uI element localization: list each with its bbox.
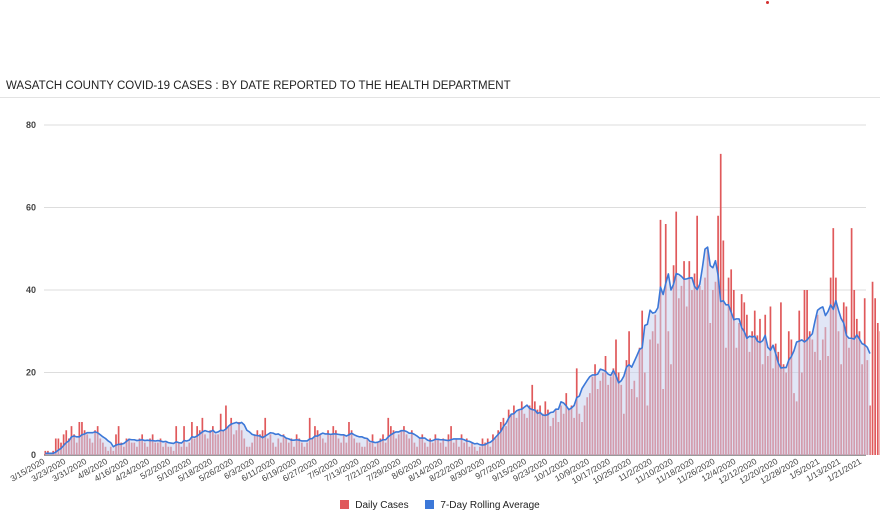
y-tick-label: 0: [31, 450, 36, 460]
x-axis-ticks: 3/15/20203/23/20203/31/20204/8/20204/16/…: [9, 456, 864, 486]
rolling-average-area: [45, 246, 871, 455]
y-axis-ticks: 0 20 40 60 80: [26, 120, 36, 460]
y-tick-label: 40: [26, 285, 36, 295]
chart-title: WASATCH COUNTY COVID-19 CASES : BY DATE …: [6, 80, 511, 92]
bar-daily-cases: [44, 450, 47, 455]
accent-dot: [766, 1, 769, 4]
legend-item-rolling: 7-Day Rolling Average: [425, 500, 540, 511]
legend-swatch-daily: [340, 500, 350, 509]
y-tick-label: 80: [26, 120, 36, 130]
rolling-average-line: [45, 246, 871, 455]
rolling-average-fill: [45, 247, 870, 455]
title-divider: [0, 97, 880, 98]
bar-daily-cases: [871, 281, 874, 455]
bar-daily-cases: [175, 426, 178, 455]
bar-daily-cases: [117, 426, 120, 455]
legend-label-daily: Daily Cases: [355, 500, 409, 511]
bar-daily-cases: [308, 417, 311, 455]
bar-daily-cases: [874, 298, 877, 455]
legend-item-daily: Daily Cases: [340, 500, 409, 511]
y-tick-label: 60: [26, 203, 36, 213]
legend: Daily Cases 7-Day Rolling Average: [0, 500, 880, 511]
bar-daily-cases: [54, 438, 57, 455]
bar-daily-cases: [876, 323, 879, 455]
bar-daily-cases: [57, 438, 60, 455]
y-tick-label: 20: [26, 368, 36, 378]
legend-label-rolling: 7-Day Rolling Average: [440, 500, 540, 511]
legend-swatch-rolling: [425, 500, 435, 509]
